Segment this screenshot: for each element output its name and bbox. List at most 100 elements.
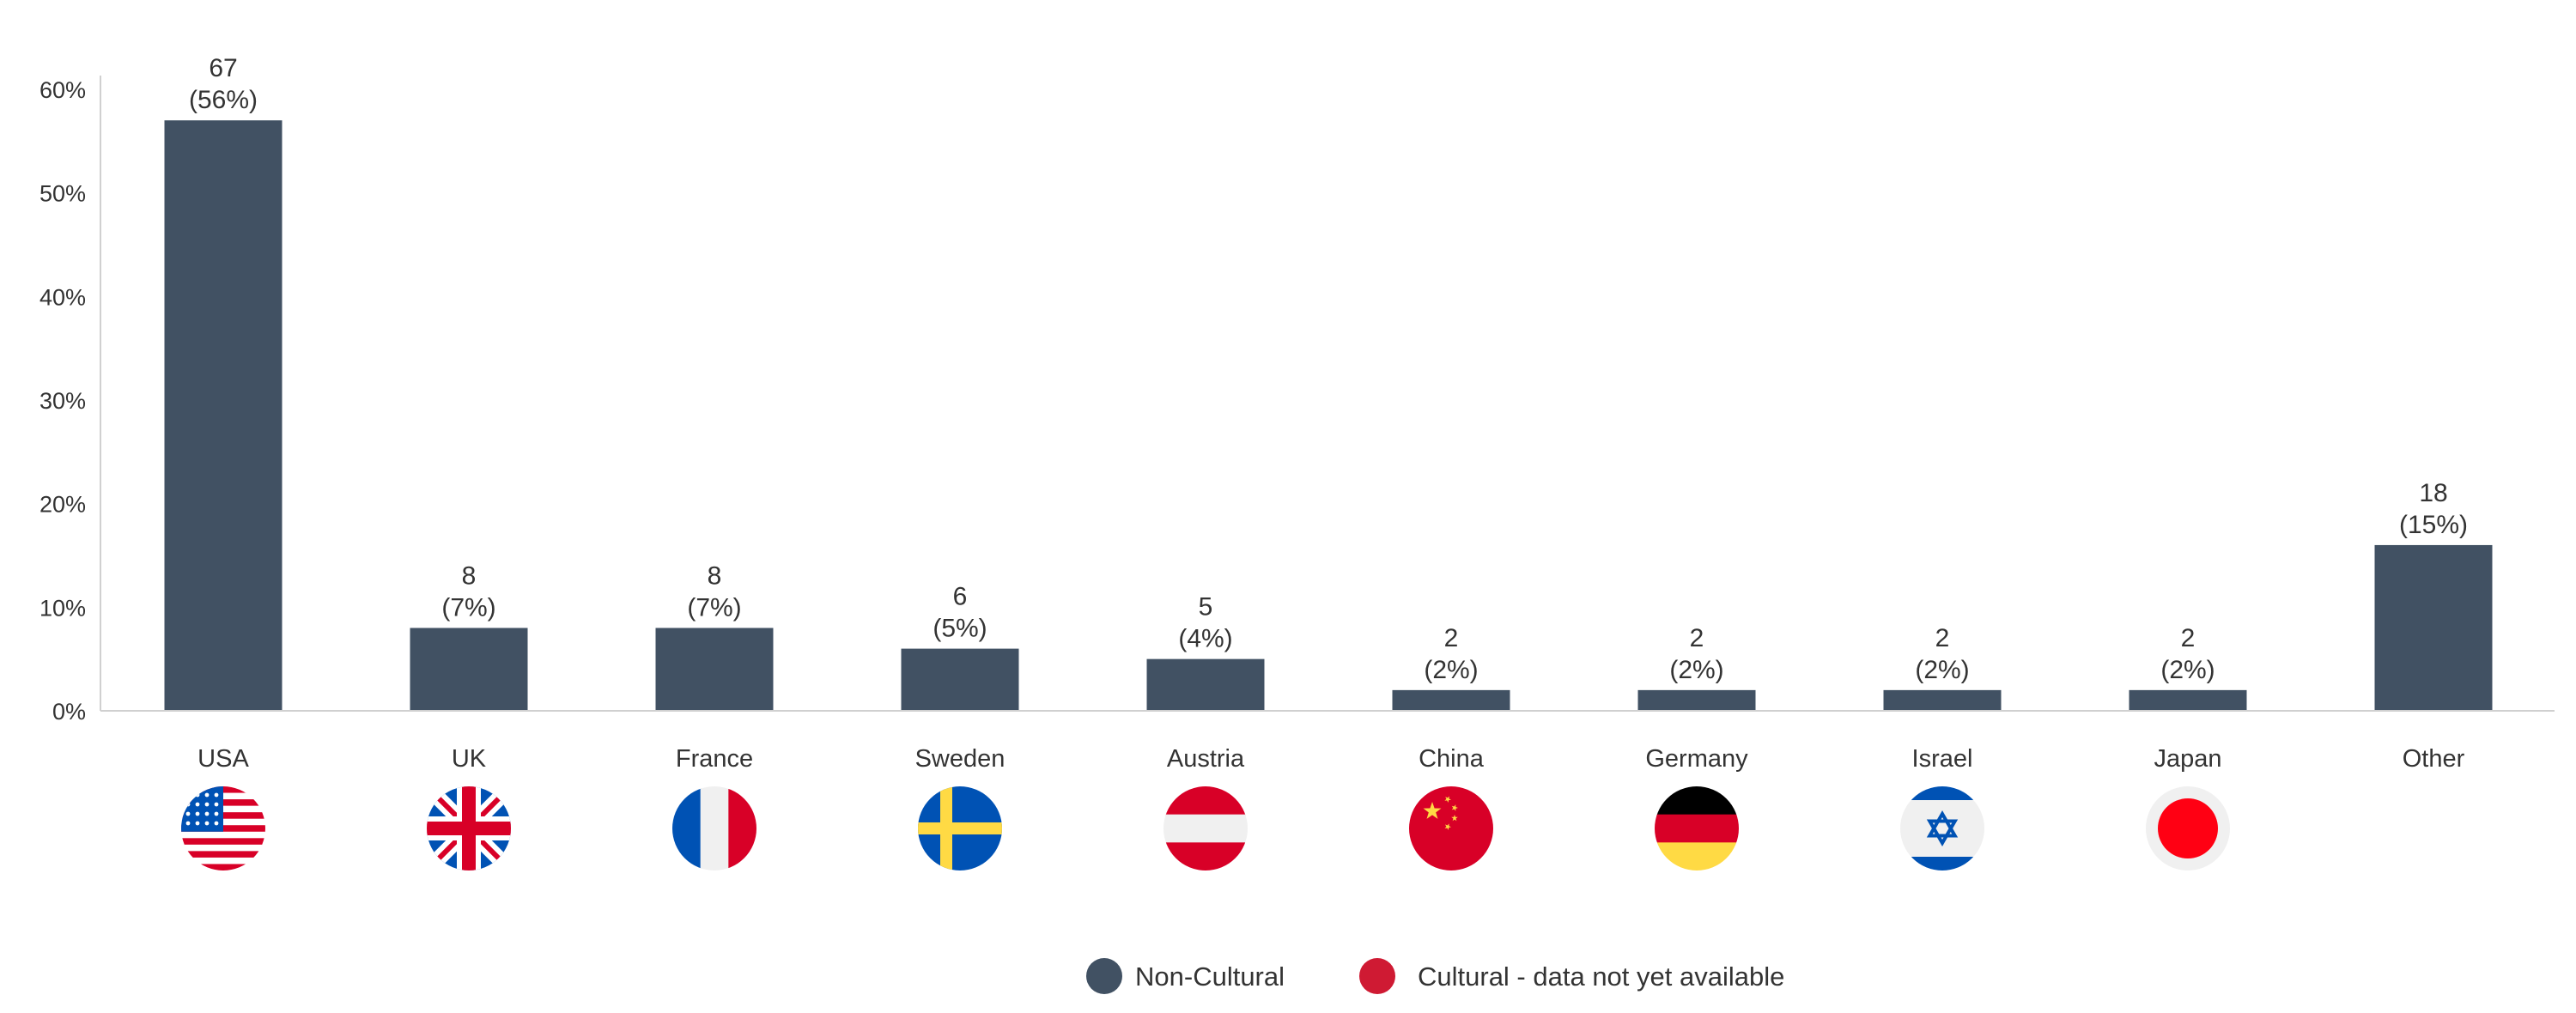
flag-star	[214, 802, 219, 807]
flag-band	[1163, 814, 1248, 844]
flag-star	[185, 802, 191, 807]
france-flag-icon	[672, 786, 756, 870]
data-label-percent: (5%)	[933, 615, 987, 643]
x-tick-label: USA	[197, 745, 249, 773]
flag-cross	[940, 786, 952, 870]
legend-swatch-cultural	[1359, 958, 1395, 994]
israel-flag-icon	[1900, 786, 1984, 870]
star-icon	[1444, 796, 1451, 803]
y-tick-label: 50%	[39, 181, 86, 207]
flag-star	[214, 821, 219, 826]
x-tick-label: China	[1419, 745, 1485, 773]
flag-band	[1655, 814, 1739, 844]
flag-star-of-david	[1926, 819, 1959, 847]
usa-flag-icon	[181, 786, 265, 870]
uk-flag-icon	[427, 786, 511, 870]
flag-band	[700, 786, 730, 870]
bar-japan	[2129, 689, 2247, 711]
data-label-count: 8	[708, 561, 722, 590]
star-icon	[1451, 815, 1458, 822]
x-tick-label: Israel	[1912, 745, 1973, 773]
flag-field	[1409, 786, 1493, 870]
bar-sweden	[901, 648, 1019, 711]
bar-usa	[164, 120, 283, 711]
y-tick-label: 60%	[39, 77, 86, 103]
y-tick-label: 30%	[39, 388, 86, 414]
flag-stripe	[181, 851, 265, 858]
flag-field	[1900, 786, 1984, 870]
star-icon	[1451, 804, 1458, 811]
legend: Non-Cultural Cultural - data not yet ava…	[1086, 958, 1784, 994]
flag-band	[1655, 842, 1739, 870]
flag-band	[672, 786, 702, 870]
flag-star	[214, 792, 219, 798]
legend-swatch-non-cultural	[1086, 958, 1122, 994]
data-label-count: 2	[1935, 624, 1950, 652]
flag-star	[195, 802, 200, 807]
data-label-percent: (2%)	[1424, 656, 1478, 684]
flag-band	[728, 786, 756, 870]
data-label-percent: (2%)	[1915, 656, 1969, 684]
flag-stripe	[181, 831, 265, 839]
data-label-count: 2	[2181, 624, 2196, 652]
bar-france	[655, 628, 774, 711]
flag-clip	[1409, 786, 1493, 870]
data-label-count: 8	[462, 561, 477, 590]
data-label-count: 5	[1199, 593, 1213, 622]
data-label-count: 2	[1444, 624, 1459, 652]
germany-flag-icon	[1655, 786, 1739, 870]
flag-sun	[2158, 798, 2218, 858]
flag-star	[214, 811, 219, 816]
flag-band	[1900, 786, 1984, 800]
flag-star	[195, 811, 200, 816]
flag-band	[1655, 786, 1739, 816]
flag-cross	[918, 822, 1002, 834]
flag-star	[185, 792, 191, 798]
bar-israel	[1883, 689, 2002, 711]
data-label-percent: (7%)	[687, 593, 741, 622]
flag-band	[1163, 786, 1248, 816]
flag-star	[204, 821, 210, 826]
x-tick-label: UK	[452, 745, 487, 773]
flag-band	[1163, 842, 1248, 870]
data-label-percent: (2%)	[1669, 656, 1723, 684]
sweden-flag-icon	[918, 786, 1002, 870]
bar-austria	[1146, 658, 1265, 711]
flag-clip	[181, 786, 265, 870]
y-tick-label: 40%	[39, 284, 86, 310]
flag-clip	[427, 786, 511, 870]
data-label-percent: (56%)	[189, 86, 258, 114]
flag-clip	[1655, 786, 1739, 870]
data-label-percent: (2%)	[2160, 656, 2215, 684]
flags	[181, 786, 2230, 870]
flag-star-of-david	[1926, 810, 1959, 838]
y-tick-label: 20%	[39, 492, 86, 518]
x-tick-label: Germany	[1645, 745, 1748, 773]
x-tick-label: France	[676, 745, 753, 773]
flag-stripe	[181, 864, 265, 870]
data-label-count: 2	[1690, 624, 1704, 652]
flag-star	[204, 802, 210, 807]
flag-clip	[1163, 786, 1248, 870]
y-axis: 0% 10% 20% 30% 40% 50% 60%	[39, 76, 101, 725]
flag-stripe	[181, 838, 265, 846]
bar-china	[1392, 689, 1510, 711]
flag-band	[1900, 857, 1984, 870]
star-icon	[1423, 802, 1442, 819]
flag-star	[185, 821, 191, 826]
data-label-count: 6	[953, 583, 968, 611]
legend-label-non-cultural: Non-Cultural	[1135, 961, 1285, 992]
flag-star	[204, 811, 210, 816]
flag-clip	[1900, 786, 1984, 870]
flag-stripe	[181, 844, 265, 852]
y-tick-label: 10%	[39, 595, 86, 621]
bar-uk	[410, 628, 528, 711]
austria-flag-icon	[1163, 786, 1248, 870]
flag-star	[185, 811, 191, 816]
china-flag-icon	[1409, 786, 1493, 870]
data-label-percent: (4%)	[1178, 625, 1232, 653]
star-icon	[1444, 823, 1451, 830]
flag-star	[195, 792, 200, 798]
